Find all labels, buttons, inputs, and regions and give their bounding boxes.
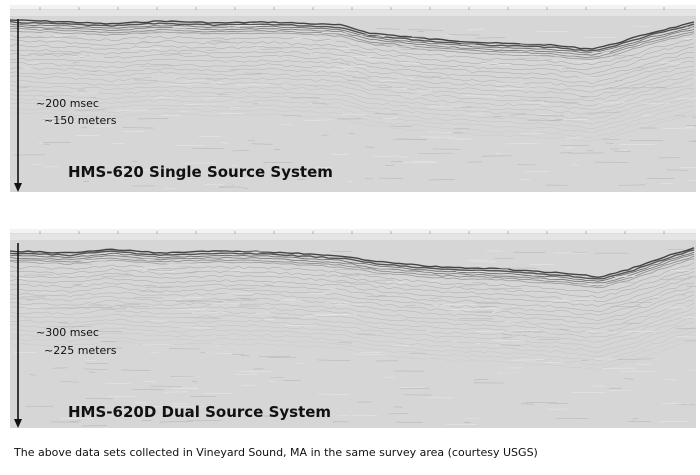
seismic-profile-single-source: ~200 msec ~150 meters HMS-620 Single Sou… [10, 5, 696, 192]
time-depth-label: ~200 msec [36, 97, 99, 110]
profile-title: HMS-620D Dual Source System [68, 403, 332, 421]
seismic-record-image [10, 5, 696, 192]
seismic-profile-dual-source: ~300 msec ~225 meters HMS-620D Dual Sour… [10, 229, 696, 428]
meter-depth-label: ~225 meters [44, 344, 117, 357]
arrow-head-icon [14, 419, 22, 428]
figure-caption: The above data sets collected in Vineyar… [14, 446, 538, 459]
arrow-head-icon [14, 183, 22, 192]
seismic-record-image [10, 229, 696, 428]
profile-title: HMS-620 Single Source System [68, 163, 333, 181]
meter-depth-label: ~150 meters [44, 114, 117, 127]
time-depth-label: ~300 msec [36, 326, 99, 339]
